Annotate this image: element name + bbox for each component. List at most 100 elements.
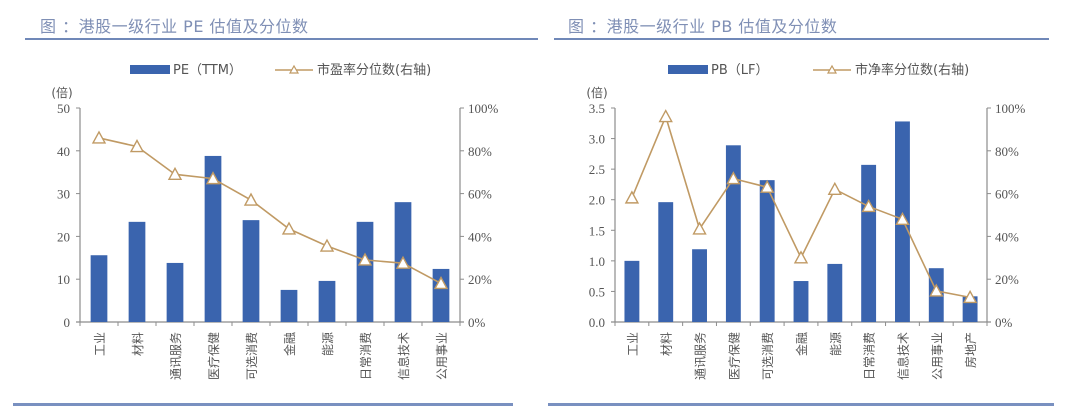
pe-x-tick-label: 工业 [93, 332, 107, 356]
pb-percentile-marker-能源 [827, 181, 842, 196]
pe-legend-triangle-icon [288, 64, 300, 74]
pb-bar-通讯服务 [692, 249, 707, 322]
pb-y-tick-label: 3.0 [589, 132, 605, 147]
pe-x-tick-label: 日常消费 [359, 332, 373, 380]
pe-bar-公用事业 [432, 268, 450, 322]
pb-x-tick-label: 房地产 [963, 332, 978, 368]
pb-bar-金融 [793, 281, 809, 322]
pe-x-tick-label: 材料 [131, 332, 145, 356]
pb-x-tick-label: 可选消费 [761, 332, 775, 380]
pe-x-tick-label: 能源 [321, 332, 335, 356]
pe-y2-tick-label: 20% [468, 272, 492, 287]
pe-percentile-marker-可选消费 [243, 192, 259, 206]
pb-x-tick-label: 工业 [626, 332, 640, 356]
pe-bar-可选消费 [242, 220, 260, 322]
pe-percentile-marker-能源 [319, 238, 335, 252]
pe-percentile-marker-信息技术 [395, 255, 411, 269]
pb-x-tick-label: 信息技术 [895, 332, 910, 380]
pe-y-tick-label: 0 [64, 315, 71, 330]
pe-y2-tick-label: 0% [468, 315, 486, 330]
pe-x-tick-label: 公用事业 [435, 332, 449, 380]
pb-percentile-marker-可选消费 [760, 179, 775, 193]
pe-bar-能源 [318, 280, 336, 322]
pe-chart-title: 图 ：港股一级行业 PE 估值及分位数 [40, 17, 309, 36]
pe-percentile-marker-材料 [129, 139, 145, 153]
pb-y-tick-label: 0.5 [589, 284, 605, 299]
pb-percentile-marker-房地产 [962, 289, 978, 304]
pe-bottom-rule [13, 403, 513, 406]
pe-x-tick-label: 金融 [282, 332, 297, 356]
pb-x-tick-label: 公用事业 [930, 332, 944, 380]
pb-x-tick-label: 通讯服务 [693, 332, 708, 380]
pe-y-tick-label: 20 [57, 229, 70, 244]
pe-y2-tick-label: 80% [468, 144, 492, 159]
pb-y-tick-label: 0.0 [589, 315, 605, 330]
pb-legend-bar-swatch [668, 65, 708, 74]
pb-bar-医疗保健 [725, 145, 741, 322]
pe-percentile-line [98, 137, 442, 285]
pb-title-rule [554, 38, 1049, 40]
pe-y-tick-label: 40 [57, 144, 70, 159]
pe-percentile-marker-日常消费 [357, 252, 373, 266]
pb-y-tick-label: 1.0 [589, 254, 605, 269]
pb-percentile-marker-医疗保健 [726, 171, 741, 185]
pe-y-tick-label: 50 [57, 101, 70, 116]
pe-percentile-marker-公用事业 [433, 276, 449, 290]
pb-legend-triangle-icon [826, 64, 838, 74]
pb-legend-line-label: 市净率分位数(右轴) [855, 62, 969, 78]
pb-percentile-marker-公用事业 [929, 283, 944, 297]
pb-y2-tick-label: 60% [995, 187, 1019, 202]
pe-y2-tick-label: 100% [468, 101, 499, 116]
pe-panel: 图 ：港股一级行业 PE 估值及分位数 PE（TTM） 市盈率分位数(右轴) (倍)… [13, 17, 538, 406]
pe-x-tick-label: 信息技术 [396, 332, 411, 380]
pe-bar-日常消费 [356, 221, 374, 322]
pe-x-tick-label: 医疗保健 [207, 332, 221, 380]
pb-percentile-marker-金融 [793, 250, 809, 264]
pb-x-tick-label: 能源 [829, 332, 843, 356]
pb-y2-tick-label: 100% [995, 101, 1026, 116]
pb-y2-tick-label: 20% [995, 272, 1019, 287]
pe-bar-金融 [280, 289, 298, 322]
pb-chart: PB（LF） 市净率分位数(右轴) (倍) 0.0 0.5 1.0 1.5 2.0 2.5 3.0… [586, 62, 1026, 380]
pe-y2-tick-label: 40% [468, 229, 492, 244]
pe-y-tick-label: 10 [57, 272, 70, 287]
pb-legend-bar-label: PB（LF） [711, 63, 768, 78]
pb-chart-title: 图 ：港股一级行业 PB 估值及分位数 [568, 17, 838, 36]
pb-bar-材料 [658, 202, 674, 322]
pe-bar-工业 [90, 255, 108, 322]
pb-x-tick-label: 金融 [794, 332, 809, 356]
pb-percentile-marker-信息技术 [895, 211, 910, 225]
pb-y-tick-label: 1.5 [589, 223, 605, 238]
pe-x-tick-label: 可选消费 [245, 332, 259, 380]
pb-bar-可选消费 [759, 180, 775, 322]
pb-x-tick-label: 材料 [660, 332, 674, 356]
pb-panel: 图 ：港股一级行业 PB 估值及分位数 PB（LF） 市净率分位数(右轴) (倍) 0… [540, 0, 1080, 409]
pe-title-rule [25, 38, 538, 40]
pe-y2-tick-label: 60% [468, 187, 492, 202]
pe-percentile-marker-工业 [91, 130, 107, 144]
pe-y-tick-label: 30 [57, 187, 70, 202]
pe-bar-通讯服务 [166, 262, 184, 322]
pe-percentile-marker-金融 [281, 221, 297, 235]
pb-y2-tick-label: 0% [995, 315, 1013, 330]
pe-legend-bar-swatch [130, 65, 170, 74]
pe-x-tick-label: 通讯服务 [168, 332, 183, 380]
pb-x-tick-label: 医疗保健 [727, 332, 741, 380]
pb-y-tick-label: 2.5 [589, 162, 605, 177]
pb-percentile-line [631, 114, 971, 299]
pb-bar-工业 [624, 260, 640, 322]
pb-percentile-marker-日常消费 [861, 198, 876, 213]
pe-bar-材料 [128, 221, 146, 322]
pb-percentile-marker-通讯服务 [692, 221, 707, 235]
pb-x-tick-label: 日常消费 [863, 332, 877, 380]
pb-percentile-marker-工业 [624, 190, 640, 204]
pe-legend-bar-label: PE（TTM） [173, 63, 242, 78]
pb-bar-日常消费 [861, 164, 877, 322]
pe-percentile-marker-通讯服务 [167, 166, 183, 181]
pe-chart: PE（TTM） 市盈率分位数(右轴) (倍) 0 10 20 30 40 50 0% 20% 40% 6… [51, 62, 499, 380]
pe-percentile-marker-医疗保健 [205, 171, 221, 185]
pe-y-unit-label: (倍) [51, 85, 72, 100]
pb-y2-tick-label: 40% [995, 229, 1019, 244]
pb-percentile-marker-材料 [658, 109, 673, 123]
pe-legend-line-label: 市盈率分位数(右轴) [317, 62, 431, 78]
